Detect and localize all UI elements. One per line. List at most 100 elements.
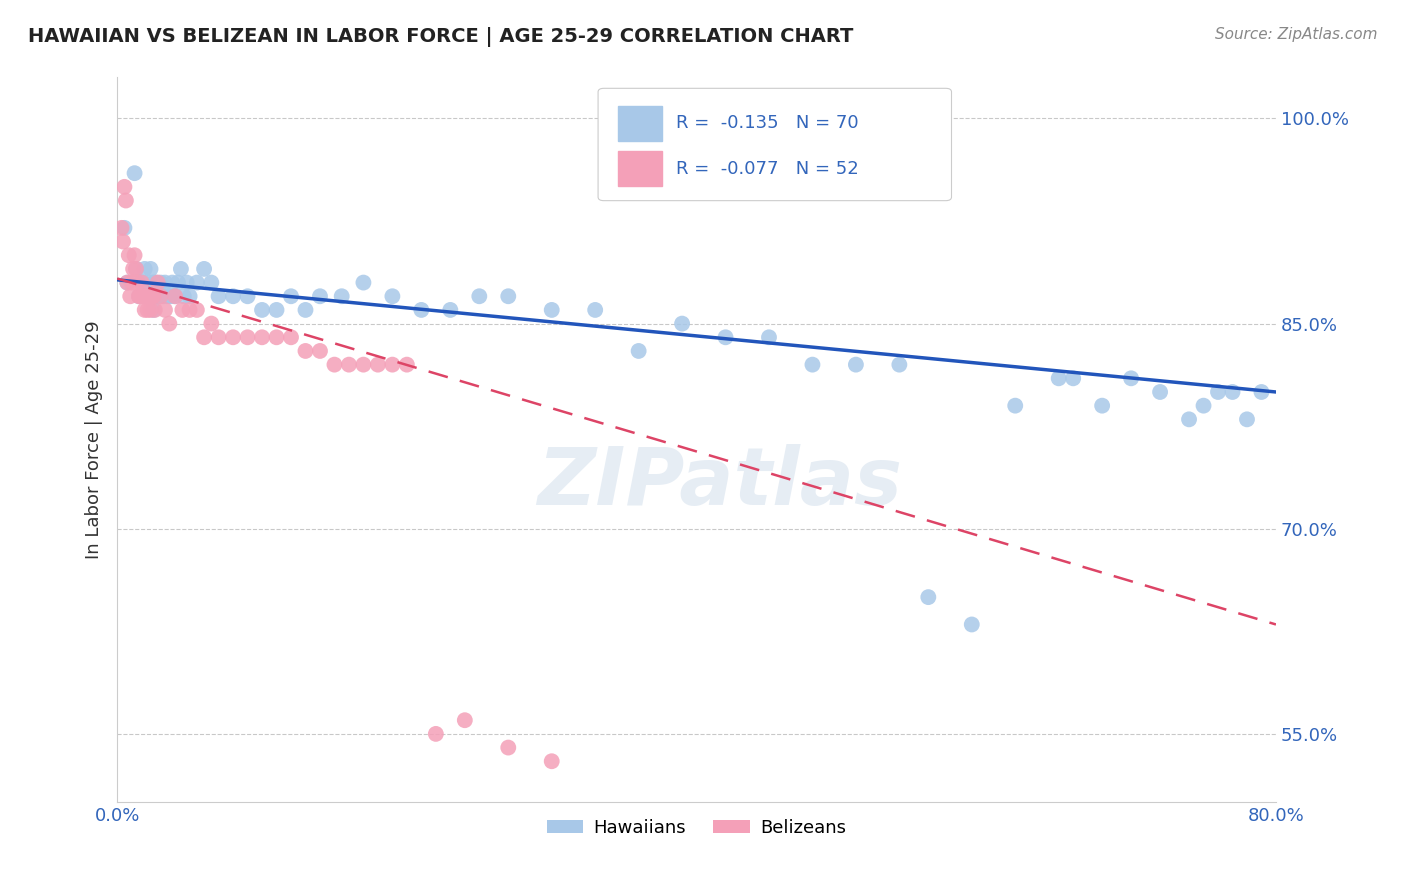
Point [1250,384,1272,399]
Point [141,276,163,290]
Point [139,261,162,276]
Point [111,235,134,249]
Point [395,358,418,372]
Point [157,317,180,331]
Point [1236,412,1258,426]
Point [468,289,491,303]
Point [330,289,353,303]
Point [367,358,389,372]
Point [134,261,156,276]
Point [165,289,187,303]
Point [159,289,181,303]
Point [671,317,693,331]
Point [1062,371,1084,385]
Point [193,261,215,276]
Bar [617,106,662,141]
Point [1047,371,1070,385]
Point [128,289,150,303]
Point [160,276,183,290]
Point [309,343,332,358]
Point [266,302,288,317]
Point [540,754,562,768]
Point [132,289,155,303]
Point [124,248,146,262]
Point [337,358,360,372]
Point [120,289,142,303]
Point [128,289,150,303]
Point [236,289,259,303]
Point [381,289,404,303]
Point [141,289,163,303]
Point [153,302,176,317]
Point [960,617,983,632]
Point [294,302,316,317]
Legend: Hawaiians, Belizeans: Hawaiians, Belizeans [540,812,853,844]
Point [165,289,187,303]
Text: ZIPatlas: ZIPatlas [537,444,903,523]
Point [1192,399,1215,413]
Point [889,358,911,372]
Point [236,330,259,344]
Point [207,330,229,344]
Text: R =  -0.135   N = 70: R = -0.135 N = 70 [676,114,858,132]
Point [207,289,229,303]
Point [124,166,146,180]
Point [801,358,824,372]
FancyBboxPatch shape [598,88,952,201]
Point [122,261,145,276]
Point [1004,399,1026,413]
Text: Source: ZipAtlas.com: Source: ZipAtlas.com [1215,27,1378,42]
Point [758,330,780,344]
Point [627,343,650,358]
Point [139,302,162,317]
Point [1091,399,1114,413]
Point [540,302,562,317]
Point [917,590,939,604]
Point [146,276,169,290]
Point [117,276,139,290]
Point [845,358,868,372]
Point [127,276,149,290]
Point [172,302,194,317]
Point [136,302,159,317]
Point [280,289,302,303]
Point [294,343,316,358]
Point [200,276,222,290]
Point [117,276,139,290]
Bar [617,152,662,186]
Point [250,302,273,317]
Point [1119,371,1142,385]
Point [170,261,193,276]
Point [498,740,520,755]
Point [222,330,245,344]
Point [143,276,166,290]
Point [173,289,195,303]
Point [280,330,302,344]
Point [131,276,153,290]
Point [136,289,159,303]
Point [138,289,160,303]
Point [186,276,208,290]
Point [176,276,198,290]
Point [131,276,153,290]
Y-axis label: In Labor Force | Age 25-29: In Labor Force | Age 25-29 [86,320,103,559]
Point [135,289,157,303]
Point [142,302,165,317]
Point [498,289,520,303]
Point [179,302,201,317]
Point [142,289,165,303]
Point [309,289,332,303]
Point [583,302,606,317]
Point [156,289,179,303]
Point [114,179,136,194]
Point [134,302,156,317]
Point [1206,384,1229,399]
Point [125,261,148,276]
Point [110,220,132,235]
Point [149,276,172,290]
Point [1178,412,1201,426]
Point [439,302,461,317]
Text: HAWAIIAN VS BELIZEAN IN LABOR FORCE | AGE 25-29 CORRELATION CHART: HAWAIIAN VS BELIZEAN IN LABOR FORCE | AG… [28,27,853,46]
Point [1149,384,1171,399]
Point [454,713,477,727]
